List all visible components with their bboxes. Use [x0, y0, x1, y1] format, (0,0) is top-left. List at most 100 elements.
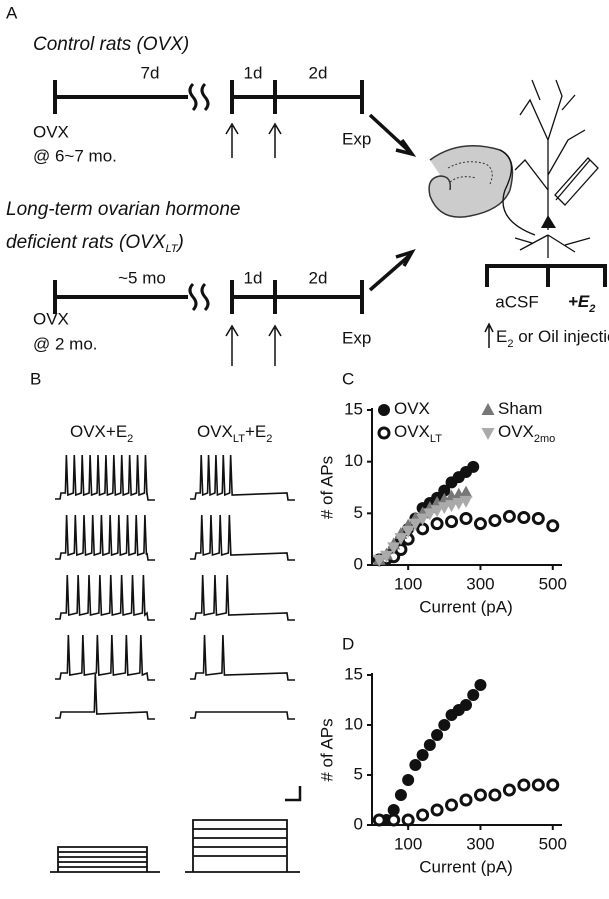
panel-label: C: [342, 369, 354, 388]
group-title: Long-term ovarian hormone: [6, 199, 240, 220]
point: [409, 759, 422, 771]
point: [416, 749, 429, 761]
point: [431, 729, 444, 741]
subscript: LT: [430, 433, 442, 445]
point: [481, 403, 495, 415]
voltage-trace: [190, 711, 295, 720]
point: [445, 515, 459, 529]
x-tick-label: 500: [539, 834, 567, 853]
group-title: deficient rats (OVXLT): [6, 232, 184, 255]
subscript: 2: [127, 433, 133, 445]
point: [401, 813, 415, 827]
y-tick-label: 0: [354, 554, 363, 573]
point: [502, 783, 516, 797]
point: [378, 404, 390, 416]
x-tick-label: 300: [466, 834, 494, 853]
y-tick-label: 10: [344, 714, 363, 733]
traces: [50, 454, 300, 873]
panel-label: B: [30, 369, 41, 388]
start-label: OVX: [33, 122, 69, 141]
x-tick-label: 300: [466, 574, 494, 593]
text-part: OVX: [498, 422, 534, 441]
point: [473, 517, 487, 531]
point: [416, 513, 430, 526]
flow-arrow: [368, 113, 417, 292]
voltage-trace: [55, 514, 155, 561]
voltage-trace: [55, 673, 155, 720]
y-tick-label: 0: [354, 814, 363, 833]
slice-layer: [447, 161, 493, 185]
condition-label: +E2: [568, 292, 595, 314]
group-title: Control rats (OVX): [33, 34, 189, 55]
point: [517, 510, 531, 524]
injection-arrow: [225, 122, 282, 158]
subscript: LT: [233, 433, 245, 445]
point: [387, 804, 400, 816]
text-part: deficient rats (OVX: [6, 232, 167, 253]
point: [488, 514, 502, 528]
interval-label: 1d: [244, 63, 263, 82]
point: [437, 502, 451, 515]
time-break: [188, 82, 210, 112]
legend-entry: OVXLT: [394, 422, 442, 444]
point: [372, 813, 386, 827]
text-part: OVX: [394, 422, 430, 441]
point: [372, 554, 386, 567]
point: [546, 519, 560, 533]
text-part: E: [496, 327, 507, 346]
point: [438, 484, 451, 497]
point: [460, 699, 472, 711]
end-label: Exp: [342, 328, 371, 347]
interval-label: 2d: [309, 268, 328, 287]
y-tick-label: 5: [354, 503, 363, 522]
point: [459, 495, 473, 508]
point: [401, 525, 415, 538]
point: [531, 512, 545, 525]
text-part: +E: [568, 292, 590, 311]
injection-arrow: [484, 322, 494, 348]
point: [452, 498, 466, 510]
legend-entry: Sham: [498, 399, 542, 418]
text-part: OVX: [394, 399, 430, 418]
panel-label: A: [6, 3, 18, 22]
condition-label: aCSF: [495, 292, 538, 311]
x-tick-label: 100: [394, 834, 422, 853]
recording-pipette: [554, 157, 599, 206]
interval-label: 1d: [244, 268, 263, 287]
point: [531, 778, 545, 792]
hippocampal-slice: [428, 145, 514, 218]
voltage-trace: [55, 634, 155, 681]
point: [430, 505, 444, 518]
point: [459, 485, 473, 498]
point: [459, 793, 473, 807]
injection-note: E2 or Oil injection: [496, 327, 609, 349]
voltage-trace: [190, 454, 295, 501]
point: [423, 508, 437, 521]
age-label: @ 6~7 mo.: [33, 146, 117, 165]
subscript: 2: [266, 433, 272, 445]
interval-label: ~5 mo: [118, 268, 166, 287]
age-label: @ 2 mo.: [33, 334, 98, 353]
voltage-trace: [55, 574, 155, 621]
legend-entry: OVX2mo: [498, 422, 555, 444]
point: [438, 719, 451, 731]
timeline: [53, 280, 364, 314]
x-tick-label: 500: [539, 574, 567, 593]
point: [408, 518, 422, 531]
point: [474, 679, 487, 691]
neuron-soma: [541, 215, 556, 228]
point: [423, 739, 436, 751]
column-label: OVX+E2: [70, 422, 133, 444]
condition-bracket: [485, 264, 607, 287]
y-tick-label: 5: [354, 764, 363, 783]
subscript: 2: [588, 303, 595, 315]
point: [387, 542, 401, 555]
point: [445, 500, 459, 513]
voltage-trace: [190, 634, 295, 681]
y-tick-label: 15: [344, 664, 363, 683]
scale-bar: [285, 786, 302, 802]
interval-label: 2d: [309, 63, 328, 82]
time-break: [188, 282, 210, 312]
point: [394, 533, 408, 546]
point: [459, 512, 473, 525]
